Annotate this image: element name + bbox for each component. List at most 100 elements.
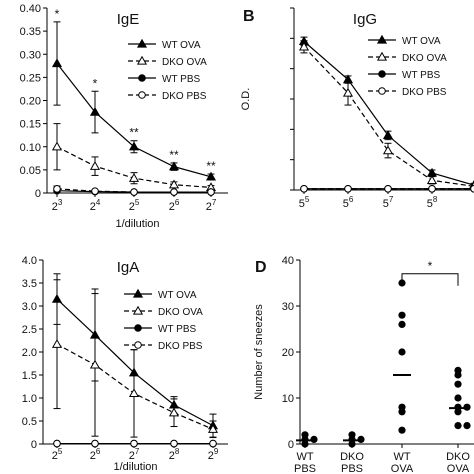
data-point bbox=[301, 431, 309, 439]
data-point bbox=[205, 171, 217, 181]
y-tick-label: 0.35 bbox=[20, 26, 41, 38]
data-point bbox=[298, 41, 310, 51]
legend-marker bbox=[132, 288, 144, 298]
data-point bbox=[130, 188, 138, 196]
legend-label: WT OVA bbox=[158, 290, 197, 301]
legend-item: WT OVA bbox=[128, 38, 201, 51]
series-line bbox=[303, 46, 474, 187]
data-point bbox=[51, 141, 63, 151]
data-point bbox=[470, 184, 474, 193]
significance-marker: ** bbox=[169, 148, 179, 162]
data-point bbox=[463, 422, 471, 430]
x-tick-label: 26 bbox=[90, 447, 101, 462]
data-point bbox=[398, 320, 406, 328]
legend-label: DKO PBS bbox=[158, 341, 203, 352]
data-point bbox=[344, 184, 352, 193]
series-dko-ova bbox=[51, 123, 217, 192]
group-label: OVA bbox=[391, 463, 414, 474]
chart-panel-1: IgE 0 0.05 0.10 0.15 0.20 0.25 0.30 0.35 0.40 23 24… bbox=[20, 3, 228, 230]
data-point bbox=[428, 184, 436, 193]
series-dko-pbs bbox=[53, 185, 215, 196]
data-point bbox=[300, 184, 308, 193]
y-tick-label: 2.5 bbox=[22, 324, 37, 336]
y-axis-label: O.D. bbox=[240, 88, 252, 111]
data-point bbox=[398, 348, 406, 356]
legend-item: DKO PBS bbox=[128, 91, 207, 102]
group-label: WT bbox=[296, 451, 313, 463]
legend-item: DKO PBS bbox=[124, 341, 203, 352]
y-tick-label: 0 bbox=[288, 439, 294, 451]
data-point bbox=[53, 185, 61, 193]
legend-marker bbox=[136, 55, 148, 65]
data-point bbox=[454, 422, 462, 430]
data-point bbox=[384, 184, 392, 193]
data-point bbox=[51, 338, 63, 348]
data-point bbox=[454, 394, 462, 402]
x-tick-label: 29 bbox=[208, 447, 219, 462]
significance-marker: * bbox=[55, 7, 60, 21]
legend-item: WT PBS bbox=[128, 74, 200, 85]
data-point bbox=[53, 439, 61, 448]
significance-bracket: * bbox=[401, 259, 459, 286]
y-tick-label: 3.0 bbox=[22, 301, 37, 313]
legend-item: DKO OVA bbox=[128, 55, 207, 68]
y-tick-label: 0.15 bbox=[20, 119, 41, 131]
legend-item: WT PBS bbox=[124, 324, 196, 335]
legend-label: DKO PBS bbox=[402, 87, 447, 98]
y-tick-label: 0 bbox=[35, 188, 41, 200]
x-tick-label: 58 bbox=[427, 195, 438, 210]
x-axis-label: 1/dilution bbox=[115, 218, 159, 230]
data-point bbox=[128, 141, 140, 151]
group-label: DKO bbox=[446, 451, 470, 463]
group-label: OVA bbox=[447, 463, 470, 474]
data-point bbox=[454, 408, 462, 416]
panel-letter: D bbox=[255, 259, 267, 276]
data-point bbox=[51, 58, 63, 68]
y-tick-label: 0.30 bbox=[20, 49, 41, 61]
data-point bbox=[426, 175, 438, 184]
legend-item: WT OVA bbox=[124, 288, 197, 301]
legend-marker bbox=[134, 324, 142, 332]
data-point bbox=[342, 87, 354, 97]
y-tick-label: 0 bbox=[31, 439, 37, 451]
data-point bbox=[130, 439, 138, 448]
legend-label: WT OVA bbox=[162, 40, 201, 51]
data-point bbox=[382, 145, 394, 155]
group-label: PBS bbox=[341, 463, 363, 474]
x-tick-label: 27 bbox=[129, 447, 140, 462]
legend-marker bbox=[132, 305, 144, 315]
data-point bbox=[170, 188, 178, 196]
legend-item: DKO PBS bbox=[368, 87, 447, 98]
bracket-line bbox=[401, 273, 459, 286]
legend-label: DKO PBS bbox=[162, 91, 207, 102]
data-point bbox=[89, 106, 101, 116]
y-tick-label: 4.0 bbox=[22, 255, 37, 267]
x-tick-label: 25 bbox=[129, 198, 140, 213]
significance-marker: * bbox=[93, 76, 98, 90]
legend-marker bbox=[378, 70, 386, 78]
series-line bbox=[303, 40, 474, 186]
legend-marker bbox=[136, 38, 148, 48]
chart-panel-2: B IgG O.D. 55 56 57 58 WT OVA DKO OVA WT PBS DKO P… bbox=[240, 8, 474, 210]
legend-item: DKO OVA bbox=[124, 305, 203, 318]
data-point bbox=[209, 439, 217, 448]
data-point bbox=[348, 431, 356, 439]
y-tick-label: 1.0 bbox=[22, 393, 37, 405]
legend-item: WT PBS bbox=[368, 70, 440, 81]
data-point bbox=[170, 439, 178, 448]
data-point bbox=[168, 179, 180, 189]
y-tick-label: 0.20 bbox=[20, 96, 41, 108]
data-point bbox=[207, 424, 219, 433]
chart-title: IgA bbox=[117, 259, 140, 276]
y-tick-label: 40 bbox=[282, 255, 294, 267]
series-line bbox=[56, 188, 211, 193]
x-tick-label: 26 bbox=[169, 198, 180, 213]
legend-label: DKO OVA bbox=[158, 307, 203, 318]
x-tick-label: 23 bbox=[52, 198, 63, 213]
series-dko-pbs bbox=[300, 184, 474, 193]
x-tick-label: 24 bbox=[90, 198, 101, 213]
x-tick-label: 27 bbox=[206, 198, 217, 213]
